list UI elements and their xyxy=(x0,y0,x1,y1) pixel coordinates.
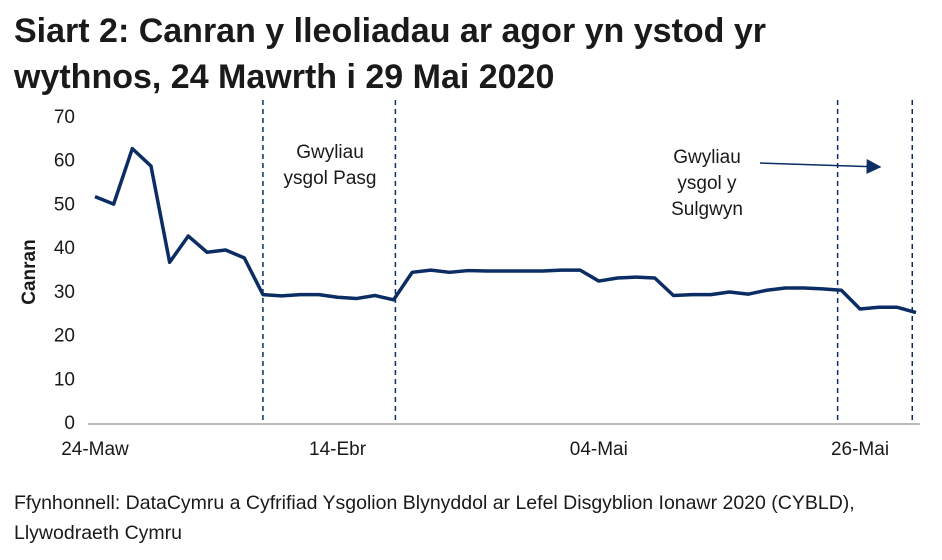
annotation: Gwyliau ysgol Pasg xyxy=(284,142,377,189)
x-tick-label: 14-Ebr xyxy=(309,439,367,460)
annotation: Gwyliau ysgol y Sulgwyn xyxy=(671,147,743,220)
x-tick-label: 04-Mai xyxy=(570,439,628,460)
y-tick-label: 70 xyxy=(54,107,75,128)
y-tick-label: 40 xyxy=(54,238,75,259)
x-tick-label: 26-Mai xyxy=(831,439,889,460)
y-axis-label: Canran xyxy=(19,239,40,304)
annotation-line: ysgol Pasg xyxy=(284,168,377,189)
y-tick-label: 30 xyxy=(54,282,75,303)
annotation-line: Gwyliau xyxy=(296,142,364,163)
annotation-line: ysgol y xyxy=(677,173,737,194)
chart-title: Siart 2: Canran y lleoliadau ar agor yn … xyxy=(14,12,767,96)
y-tick-label: 10 xyxy=(54,369,75,390)
annotation-line: Sulgwyn xyxy=(671,199,743,220)
y-tick-label: 50 xyxy=(54,194,75,215)
x-tick-label: 24-Maw xyxy=(61,439,129,460)
annotation-line: Gwyliau xyxy=(673,147,741,168)
y-tick-label: 20 xyxy=(54,326,75,347)
chart: Canran 0 10 20 30 40 50 60 70 24-Maw 14-Ebr 04-Mai… xyxy=(19,100,920,460)
source-note: Ffynhonnell: DataCymru a Cyfrifiad Ysgol… xyxy=(14,492,855,544)
annotation-arrow xyxy=(759,159,882,175)
y-tick-label: 0 xyxy=(64,413,75,434)
y-tick-label: 60 xyxy=(54,151,75,172)
data-line xyxy=(94,146,917,315)
